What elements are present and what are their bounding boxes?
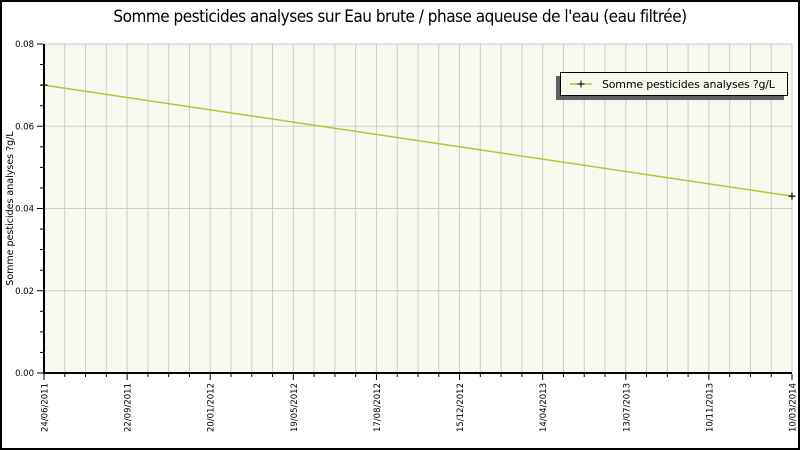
y-axis-label: Somme pesticides analyses ?g/L xyxy=(5,131,16,286)
legend: Somme pesticides analyses ?g/L xyxy=(560,72,788,96)
x-tick-label: 14/04/2013 xyxy=(539,383,549,432)
y-tick-label: 0.08 xyxy=(15,40,34,50)
x-tick-label: 19/05/2012 xyxy=(290,383,300,432)
x-tick-label: 24/06/2011 xyxy=(41,383,51,432)
series-line xyxy=(43,84,793,197)
x-tick-label: 22/09/2011 xyxy=(124,383,134,432)
x-tick-label: 10/03/2014 xyxy=(789,383,799,432)
x-tick-label: 20/01/2012 xyxy=(207,383,217,432)
legend-label: Somme pesticides analyses ?g/L xyxy=(602,77,775,91)
chart-title: Somme pesticides analyses sur Eau brute … xyxy=(113,7,687,27)
legend-marker-icon xyxy=(570,80,592,88)
y-tick-label: 0.06 xyxy=(15,122,34,132)
x-tick-label: 17/08/2012 xyxy=(373,383,383,432)
x-tick-label: 10/11/2013 xyxy=(705,383,715,432)
y-tick-label: 0.02 xyxy=(15,287,34,297)
x-tick-label: 15/12/2012 xyxy=(456,383,466,432)
y-tick-label: 0.00 xyxy=(15,369,34,379)
y-tick-label: 0.04 xyxy=(15,205,34,215)
x-tick-label: 13/07/2013 xyxy=(622,383,632,432)
